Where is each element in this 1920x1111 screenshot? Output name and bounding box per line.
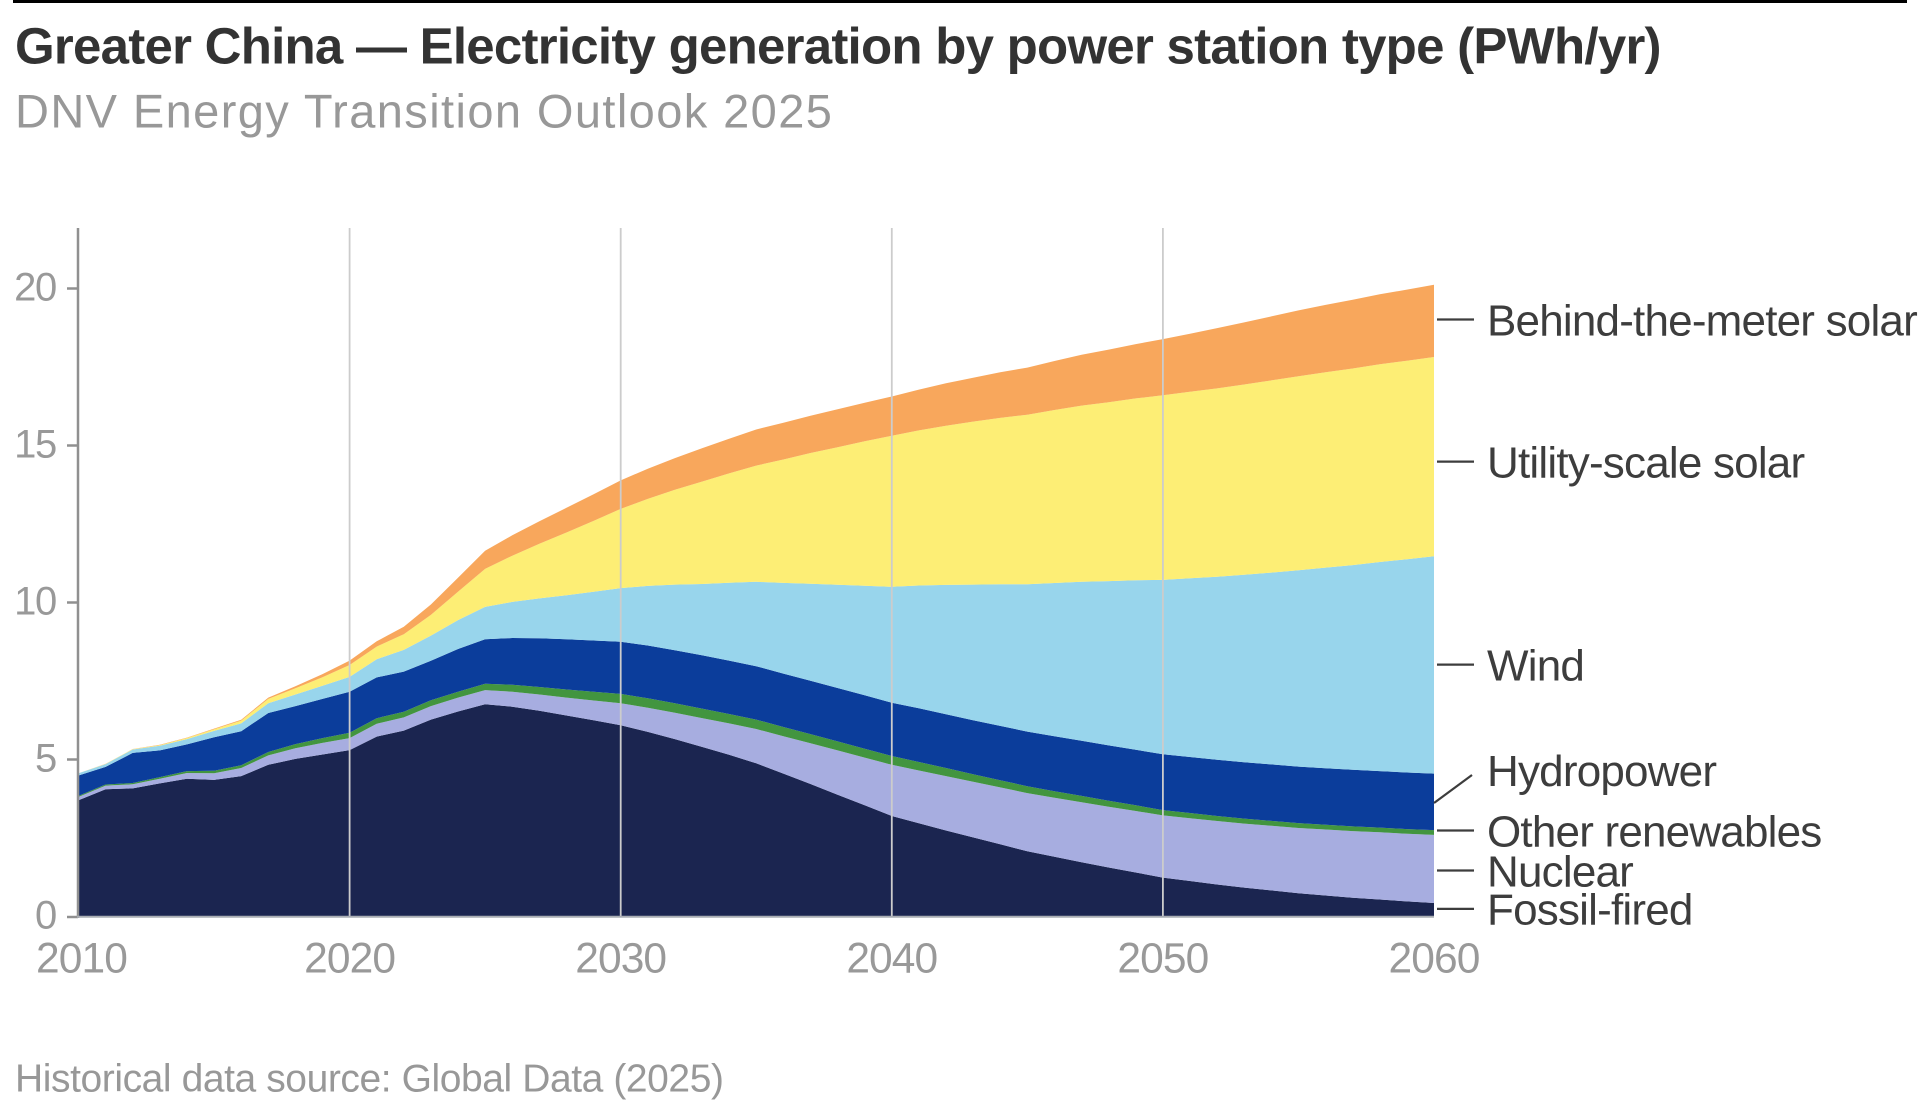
svg-text:Utility-scale solar: Utility-scale solar bbox=[1487, 438, 1804, 487]
svg-text:Other renewables: Other renewables bbox=[1487, 807, 1822, 856]
svg-text:0: 0 bbox=[35, 894, 56, 938]
svg-text:2010: 2010 bbox=[36, 936, 127, 983]
svg-text:15: 15 bbox=[14, 423, 56, 467]
svg-text:2040: 2040 bbox=[846, 936, 937, 983]
svg-text:Fossil-fired: Fossil-fired bbox=[1487, 886, 1693, 935]
svg-text:Historical data source: Global: Historical data source: Global Data (202… bbox=[15, 1058, 724, 1101]
svg-text:Greater China — Electricity ge: Greater China — Electricity generation b… bbox=[15, 18, 1661, 75]
svg-text:2050: 2050 bbox=[1117, 936, 1208, 983]
svg-text:Behind-the-meter solar: Behind-the-meter solar bbox=[1487, 296, 1917, 345]
svg-text:2020: 2020 bbox=[304, 936, 395, 983]
svg-text:Wind: Wind bbox=[1487, 641, 1584, 690]
svg-text:2060: 2060 bbox=[1389, 936, 1480, 983]
svg-text:20: 20 bbox=[14, 266, 56, 310]
svg-text:Hydropower: Hydropower bbox=[1487, 747, 1716, 796]
svg-text:10: 10 bbox=[14, 580, 56, 624]
svg-text:5: 5 bbox=[35, 737, 56, 781]
svg-text:Nuclear: Nuclear bbox=[1487, 847, 1633, 896]
svg-text:2030: 2030 bbox=[575, 936, 666, 983]
svg-text:DNV Energy Transition Outlook: DNV Energy Transition Outlook 2025 bbox=[15, 85, 833, 138]
